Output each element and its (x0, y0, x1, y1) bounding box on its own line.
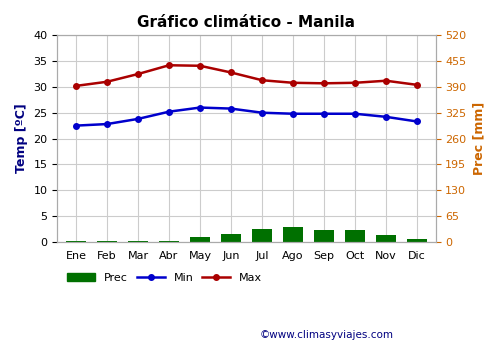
Bar (128, 241, 148, 242)
Bar (97, 241, 117, 242)
Bar (66, 241, 86, 242)
Y-axis label: Temp [ºC]: Temp [ºC] (15, 104, 28, 173)
Text: ©www.climasyviajes.com: ©www.climasyviajes.com (260, 329, 394, 340)
Bar (283, 227, 303, 242)
Bar (190, 237, 210, 242)
Bar (376, 235, 396, 242)
Y-axis label: Prec [mm]: Prec [mm] (472, 102, 485, 175)
Bar (252, 229, 272, 242)
Bar (221, 234, 241, 242)
Bar (345, 230, 365, 242)
Bar (407, 238, 427, 242)
Legend: Prec, Min, Max: Prec, Min, Max (63, 269, 266, 288)
Bar (314, 230, 334, 242)
Title: Gráfico climático - Manila: Gráfico climático - Manila (138, 15, 356, 30)
Bar (159, 241, 179, 242)
